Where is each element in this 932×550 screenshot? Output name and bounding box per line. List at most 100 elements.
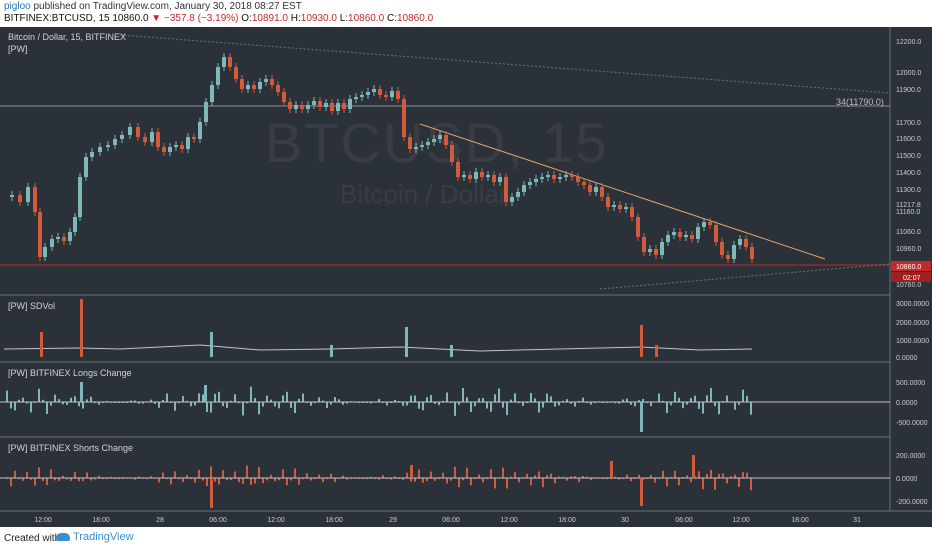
longs-bar — [590, 402, 592, 405]
shorts-bar — [410, 465, 413, 478]
candle-body — [216, 67, 220, 85]
shorts-bar — [414, 478, 416, 482]
longs-bar — [286, 391, 288, 402]
candle-body — [420, 145, 424, 147]
longs-bar — [734, 402, 736, 410]
price-tick-label: 10960.0 — [896, 246, 921, 253]
longs-bar — [38, 388, 40, 402]
shorts-bar — [74, 471, 76, 478]
shorts-bar — [234, 471, 236, 478]
candle-body — [732, 245, 736, 259]
shorts-bar — [698, 471, 700, 478]
shorts-bar — [550, 473, 552, 478]
shorts-bar — [534, 475, 536, 478]
longs-bar — [294, 402, 296, 414]
shorts-bar — [678, 478, 680, 486]
longs-bar — [82, 402, 84, 409]
shorts-bar — [206, 478, 208, 487]
longs-bar — [238, 402, 240, 404]
shorts-bar — [542, 478, 544, 488]
shorts-bar — [22, 478, 24, 481]
longs-bar — [246, 402, 248, 404]
time-tick-label: 30 — [621, 517, 629, 524]
longs-bar — [682, 402, 684, 409]
chart-area[interactable]: BTCUSD, 15 Bitcoin / Dollar 12200.0 12000… — [0, 27, 932, 527]
shorts-bar — [650, 474, 652, 478]
shorts-bar — [630, 478, 632, 482]
longs-bar — [614, 402, 616, 404]
tradingview-logo[interactable]: TradingView — [56, 531, 134, 543]
longs-bar — [510, 399, 512, 402]
longs-bar — [154, 402, 156, 404]
shorts-bar — [514, 472, 516, 478]
price-badge — [891, 261, 931, 271]
shorts-bar — [210, 466, 212, 478]
shorts-bar — [458, 478, 460, 488]
candle-body — [552, 175, 556, 179]
time-tick-label: 31 — [853, 517, 861, 524]
longs-bar — [498, 388, 500, 402]
longs-bar — [30, 402, 32, 413]
shorts-bar — [730, 476, 732, 478]
candle-body — [240, 79, 244, 89]
shorts-bar — [186, 475, 188, 478]
longs-bar — [442, 400, 444, 402]
longs-bar — [674, 391, 676, 402]
longs-bar — [226, 402, 228, 408]
candle-body — [540, 177, 544, 179]
shorts-bar — [198, 469, 200, 478]
longs-bar — [526, 402, 528, 404]
shorts-bar — [454, 466, 456, 478]
candle-body — [624, 207, 628, 209]
candle-body — [10, 195, 14, 197]
candle-body — [462, 175, 466, 177]
shorts-bar — [274, 478, 276, 482]
author-link[interactable]: pigloo — [4, 1, 31, 12]
candle-body — [546, 175, 550, 177]
candle-body — [636, 217, 640, 237]
longs-bar — [274, 402, 276, 407]
longs-bar — [698, 402, 700, 409]
shorts-bar — [322, 478, 324, 483]
longs-bar — [114, 402, 116, 404]
shorts-bar — [406, 472, 408, 478]
longs-bar — [66, 402, 68, 405]
shorts-bar — [258, 467, 260, 478]
candle-body — [192, 137, 196, 139]
candle-body — [120, 135, 124, 139]
candle-body — [528, 182, 532, 185]
shorts-bar — [734, 474, 736, 478]
longs-bar — [330, 402, 332, 405]
candle-body — [288, 102, 292, 109]
longs-bar — [558, 402, 560, 406]
longs-bar — [62, 402, 64, 405]
candle-body — [246, 85, 250, 89]
price-tick-label: 11160.0 — [896, 209, 920, 216]
longs-bar — [138, 402, 140, 404]
longs-bar — [470, 402, 472, 412]
shorts-bar — [158, 478, 160, 483]
candle-body — [84, 157, 88, 177]
pane-tick-label: -200.0000 — [896, 499, 928, 506]
shorts-bar — [746, 472, 748, 478]
shorts-bar — [270, 474, 272, 478]
time-tick-label: 29 — [389, 517, 397, 524]
time-tick-label: 12:00 — [267, 517, 285, 524]
price-chart-canvas[interactable]: 12200.0 12000.0 11900.0 11700.0 11600.0 11500… — [0, 27, 932, 527]
longs-bar — [426, 397, 428, 402]
longs-bar — [158, 402, 160, 408]
longs-bar — [90, 396, 92, 402]
shorts-bar — [506, 478, 508, 489]
longs-bar — [658, 393, 660, 402]
longs-bar — [462, 387, 464, 402]
tradingview-brand: TradingView — [73, 531, 134, 543]
shorts-bar — [302, 478, 304, 480]
shorts-bar — [390, 478, 392, 480]
shorts-bar — [230, 478, 232, 481]
dotted-trendline — [599, 263, 891, 290]
longs-bar — [522, 402, 524, 407]
candle-body — [606, 197, 610, 207]
shorts-bar — [78, 478, 80, 482]
candle-body — [198, 122, 202, 139]
sdvol-label: [PW] SDVol — [8, 301, 56, 311]
